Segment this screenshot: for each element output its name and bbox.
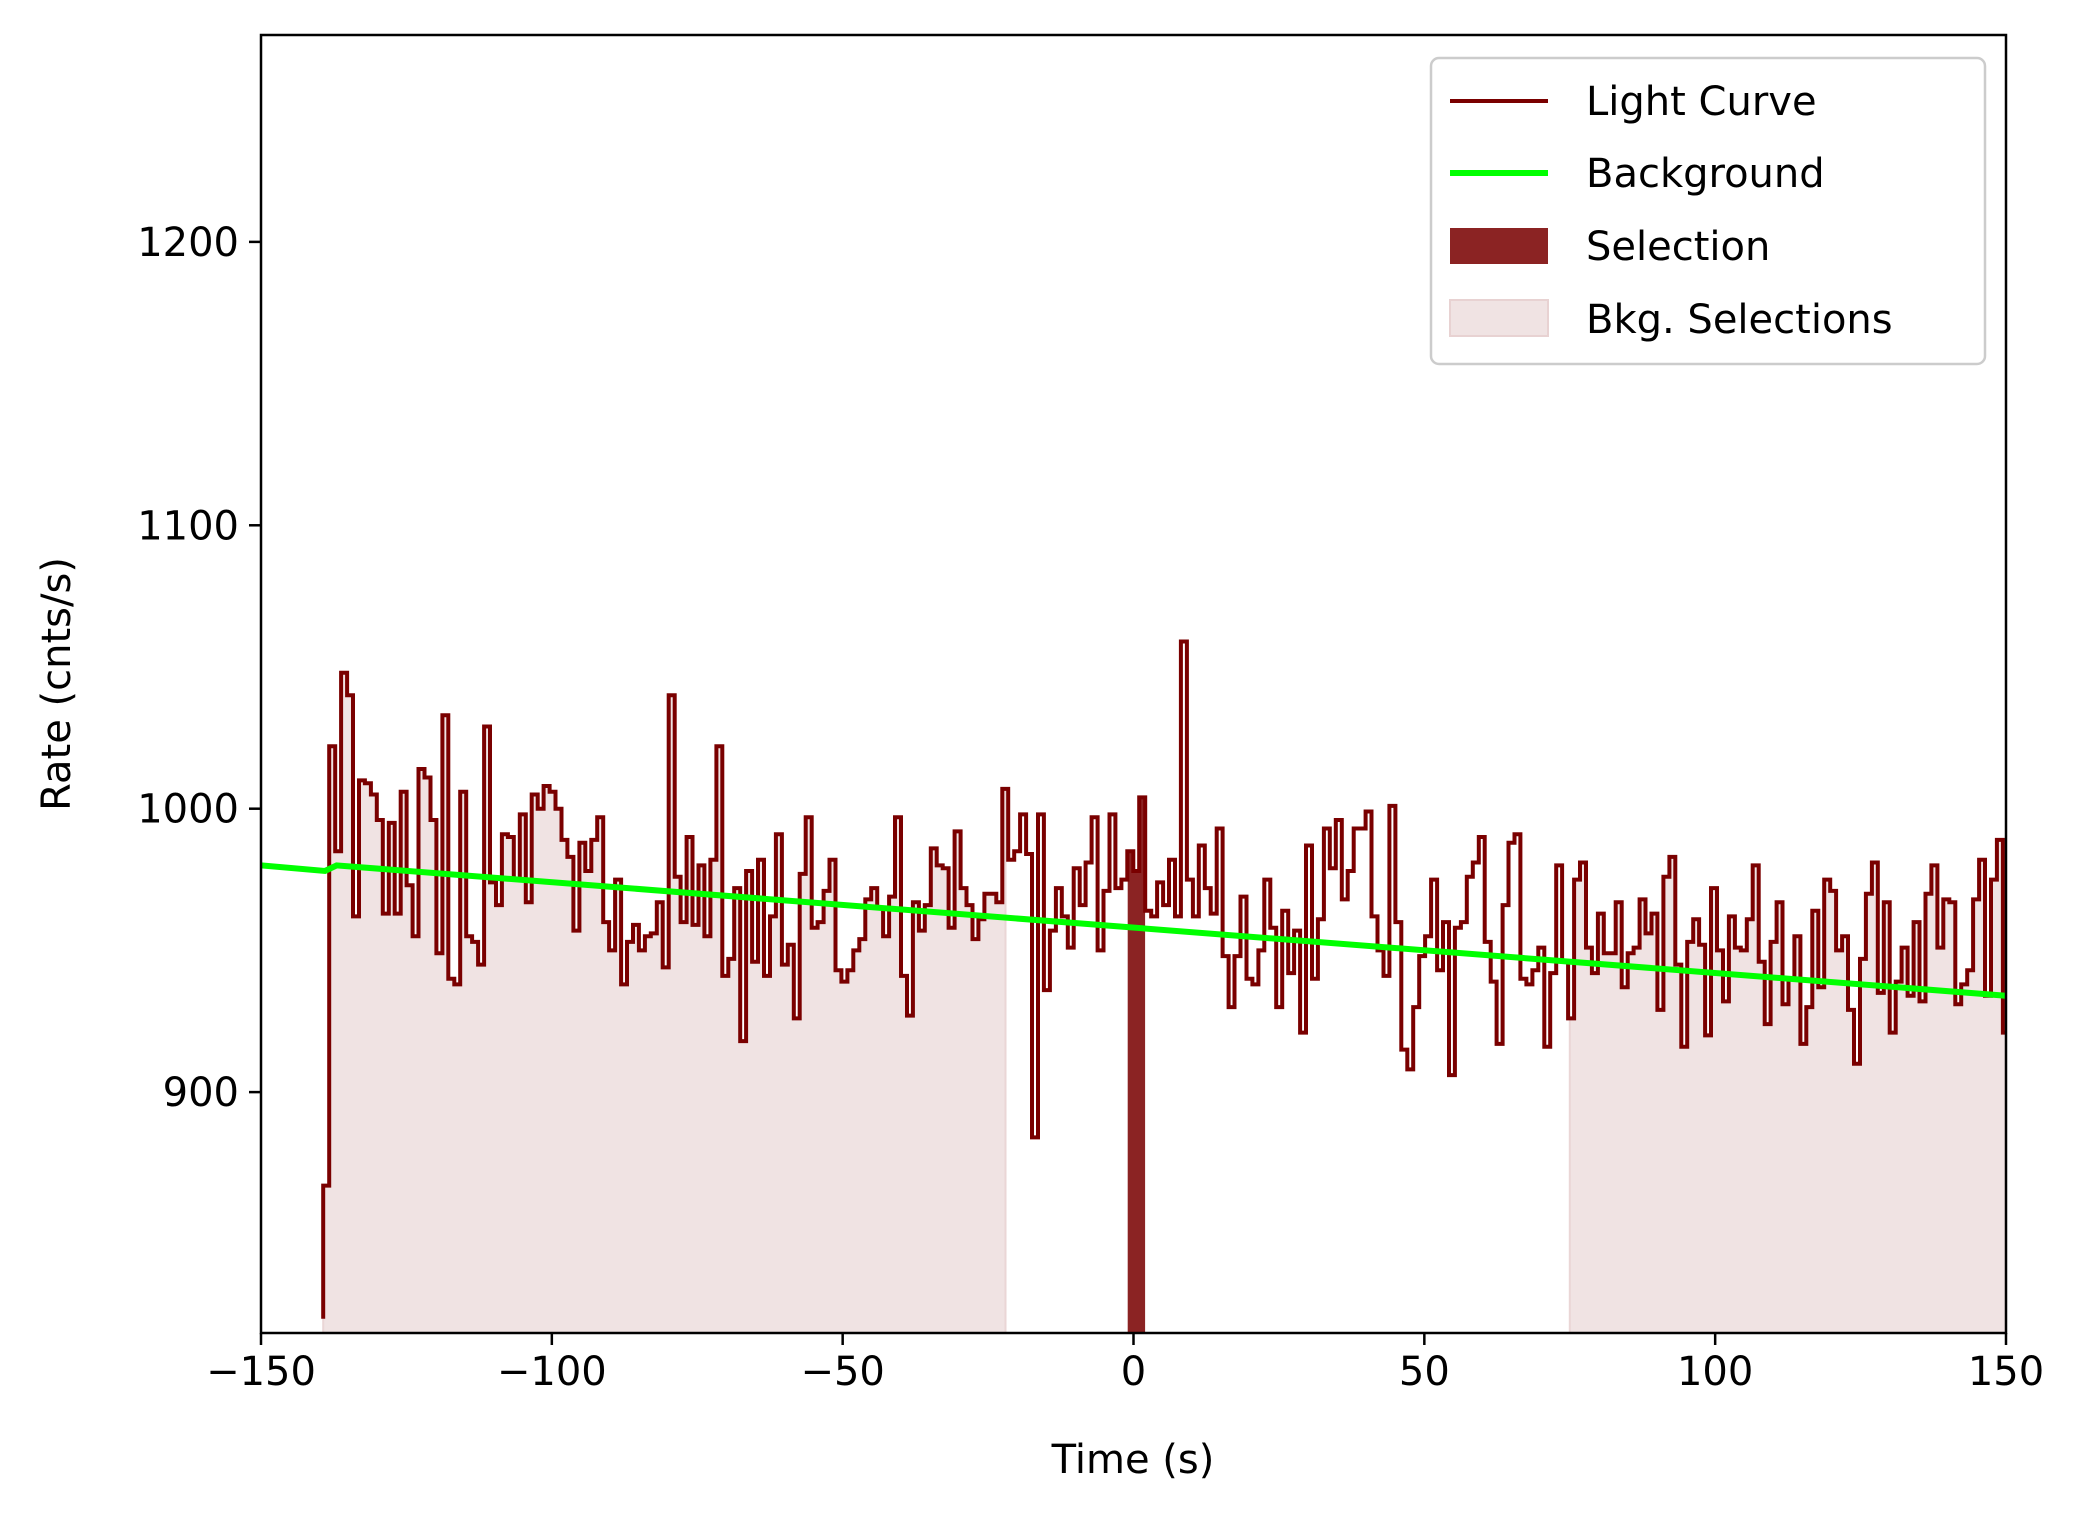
x-tick-label: −50 bbox=[800, 1349, 884, 1395]
legend-bkg-selections-swatch bbox=[1449, 299, 1549, 337]
y-tick-label: 1200 bbox=[137, 220, 239, 266]
x-tick-label: 0 bbox=[1121, 1349, 1146, 1395]
x-tick-label: 150 bbox=[1968, 1349, 2044, 1395]
selection-region bbox=[1127, 797, 1146, 1333]
y-tick-label: 900 bbox=[163, 1070, 239, 1116]
legend-selection-label: Selection bbox=[1586, 224, 1770, 270]
x-tick-label: −100 bbox=[497, 1349, 607, 1395]
x-tick-label: 50 bbox=[1399, 1349, 1450, 1395]
legend-background-label: Background bbox=[1586, 151, 1825, 197]
legend-selection-swatch bbox=[1450, 228, 1548, 264]
legend: Light Curve Background Selection Bkg. Se… bbox=[1429, 56, 1987, 366]
legend-box bbox=[1429, 56, 1987, 366]
legend-bkg-selections-label: Bkg. Selections bbox=[1586, 297, 1893, 343]
x-axis-label: Time (s) bbox=[1051, 1437, 1215, 1483]
legend-light-curve-label: Light Curve bbox=[1586, 79, 1817, 125]
background-line bbox=[261, 862, 2006, 999]
bkg-selection-region-1 bbox=[1568, 838, 2006, 1333]
x-tick-label: −150 bbox=[206, 1349, 316, 1395]
y-tick-label: 1100 bbox=[137, 503, 239, 549]
x-tick-label: 100 bbox=[1677, 1349, 1753, 1395]
y-tick-label: 1000 bbox=[137, 787, 239, 833]
y-axis-label: Rate (cnts/s) bbox=[34, 557, 80, 811]
